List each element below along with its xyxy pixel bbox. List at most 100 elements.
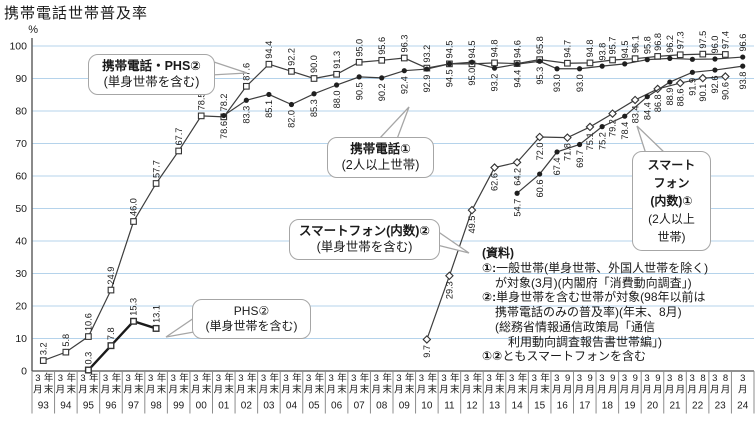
data-point bbox=[467, 205, 477, 215]
x-tick-year: 97 bbox=[128, 401, 140, 412]
x-tick-month: 年 bbox=[473, 372, 483, 384]
x-tick-month: 3 bbox=[644, 373, 649, 384]
data-point-label: 96.6 bbox=[738, 34, 748, 52]
x-tick-year: 00 bbox=[196, 401, 208, 412]
data-point-label: 94.5 bbox=[445, 69, 455, 87]
data-point bbox=[107, 342, 115, 350]
data-point bbox=[514, 61, 520, 67]
x-tick-month: 月 bbox=[78, 385, 88, 396]
x-tick-month: 年 bbox=[518, 372, 528, 384]
x-tick-month: 年 bbox=[360, 372, 370, 384]
data-point-label: 78.4 bbox=[620, 122, 630, 140]
note-line: 利用動向調査報告書世帯編」) bbox=[508, 334, 662, 349]
x-tick-month: 末 bbox=[495, 384, 505, 396]
x-tick-month: 月 bbox=[597, 385, 607, 396]
data-point-label: 83.4 bbox=[630, 105, 640, 123]
x-tick-month: 末 bbox=[360, 384, 370, 396]
data-point-label: 9.7 bbox=[422, 345, 432, 358]
x-tick-month: 月 bbox=[123, 385, 133, 396]
data-point bbox=[243, 97, 249, 103]
note-line: が対象(3月)(内閣府「消費動向調査」) bbox=[495, 275, 692, 290]
callout-line: (2人以上 bbox=[648, 212, 695, 226]
x-tick-month: 3 bbox=[329, 373, 334, 384]
x-tick-month: 月 bbox=[281, 385, 291, 396]
x-tick-month: 末 bbox=[202, 384, 212, 396]
data-point-label: 54.7 bbox=[512, 199, 522, 217]
data-point-label: 71.8 bbox=[563, 143, 573, 161]
x-tick-month: 年 bbox=[179, 372, 189, 384]
x-tick-month: 末 bbox=[66, 384, 76, 396]
data-point bbox=[599, 63, 605, 69]
x-tick-month: 月 bbox=[101, 385, 111, 396]
x-tick-month: 3 bbox=[103, 373, 108, 384]
data-point-label: 93.2 bbox=[490, 74, 500, 92]
data-point bbox=[310, 75, 318, 82]
x-tick-month: 月 bbox=[653, 385, 663, 396]
data-point-label: 95.0 bbox=[467, 68, 477, 86]
callout-line: フォン bbox=[653, 176, 690, 190]
callout-line: スマート bbox=[647, 158, 696, 172]
x-tick-month: 3 bbox=[690, 373, 695, 384]
data-point-label: 95.0 bbox=[354, 39, 364, 57]
data-point bbox=[644, 94, 650, 100]
x-tick-year: 04 bbox=[286, 401, 298, 412]
x-tick-month: 3 bbox=[554, 373, 559, 384]
data-point-label: 67.7 bbox=[174, 128, 184, 146]
x-tick-year: 99 bbox=[173, 401, 185, 412]
data-point-label: 78.5 bbox=[196, 92, 206, 110]
data-point bbox=[378, 56, 386, 64]
x-tick-month: 3 bbox=[283, 373, 288, 384]
x-tick-year: 18 bbox=[602, 401, 614, 412]
x-tick-month: 月 bbox=[372, 385, 382, 396]
x-tick-year: 24 bbox=[737, 401, 749, 412]
x-tick-month: 月 bbox=[575, 385, 585, 396]
x-tick-month: 3 bbox=[238, 373, 243, 384]
data-point bbox=[130, 317, 138, 325]
data-point-label: 78.6 bbox=[219, 121, 229, 139]
x-tick-month: 3 bbox=[125, 373, 130, 384]
x-tick-month: 月 bbox=[304, 385, 314, 396]
x-tick-month: 末 bbox=[134, 384, 144, 396]
callout-line: (単身世帯を含む) bbox=[205, 319, 298, 333]
data-point bbox=[630, 95, 640, 105]
data-point-label: 83.3 bbox=[242, 106, 252, 124]
series-smart1: 54.7 60.6 67.4 69.7 75.2 78.4 84.4 88.9 91.9 92.6… bbox=[512, 63, 748, 217]
data-point bbox=[422, 335, 432, 344]
callout-line: 世帯) bbox=[657, 230, 686, 244]
data-point-label: 96.1 bbox=[630, 35, 640, 53]
data-point-label: 97.5 bbox=[698, 31, 708, 49]
x-tick-month: 3 bbox=[667, 373, 672, 384]
data-point-label: 90.5 bbox=[354, 82, 364, 100]
data-point bbox=[631, 55, 639, 63]
x-tick-month: 9 bbox=[633, 373, 638, 384]
data-point-label: 91.3 bbox=[332, 51, 342, 69]
data-point-label: 95.8 bbox=[642, 36, 652, 54]
x-tick-month: 月 bbox=[608, 385, 618, 396]
data-point-label: 92.2 bbox=[287, 48, 297, 66]
x-tick-month: 月 bbox=[146, 385, 156, 396]
x-tick-year: 08 bbox=[376, 401, 388, 412]
x-tick-month: 月 bbox=[620, 385, 630, 396]
data-point bbox=[554, 149, 560, 155]
data-point bbox=[401, 68, 407, 74]
x-tick-month: 月 bbox=[349, 385, 359, 396]
x-tick-month: 月 bbox=[417, 385, 427, 396]
x-tick-month: 末 bbox=[382, 384, 392, 396]
data-point-label: 90.0 bbox=[309, 55, 319, 73]
data-point bbox=[62, 348, 70, 356]
x-tick-month: 月 bbox=[529, 385, 539, 396]
data-point bbox=[491, 65, 498, 71]
y-tick-label: 0 bbox=[21, 366, 27, 378]
data-point bbox=[537, 171, 543, 177]
data-point-label: 95.3 bbox=[535, 67, 545, 85]
data-point-label: 13.1 bbox=[151, 305, 161, 323]
data-point bbox=[599, 124, 605, 130]
data-point-label: 60.6 bbox=[535, 180, 545, 198]
data-point-label: 0.3 bbox=[84, 352, 94, 365]
x-tick-month: 3 bbox=[306, 373, 311, 384]
x-tick-month: 3 bbox=[148, 373, 153, 384]
data-point-label: 97.4 bbox=[721, 31, 731, 49]
data-point-label: 93.0 bbox=[552, 74, 562, 92]
x-tick-month: 年 bbox=[44, 372, 54, 384]
x-tick-month: 3 bbox=[441, 373, 446, 384]
